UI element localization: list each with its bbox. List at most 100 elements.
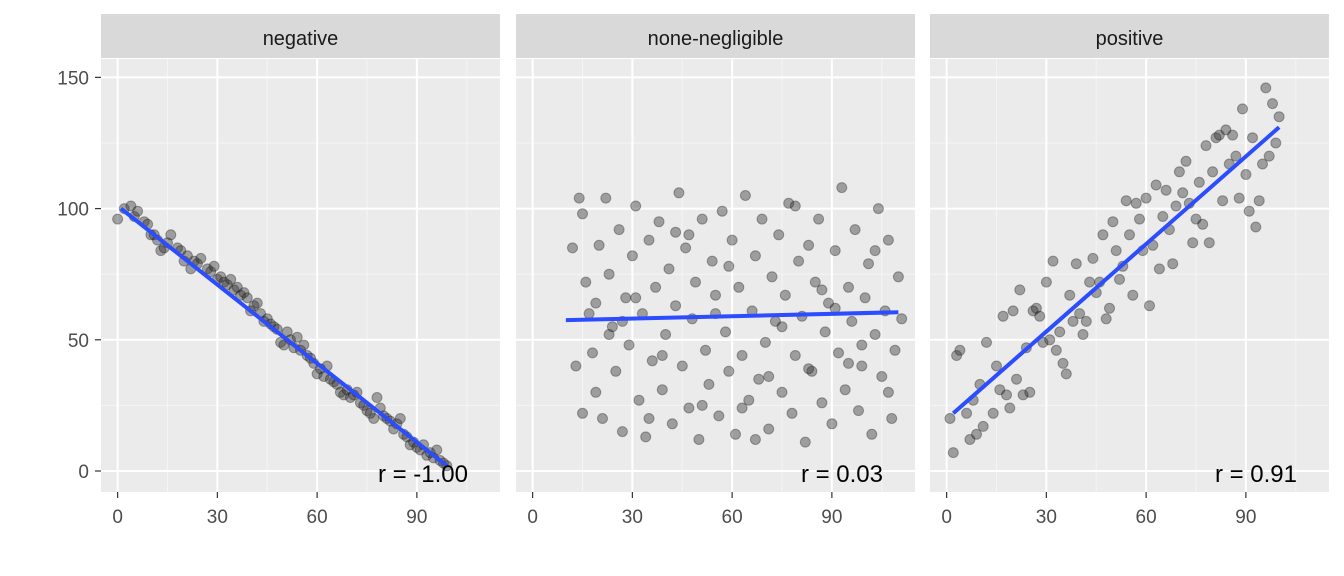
data-point [1120, 195, 1132, 207]
data-point [1197, 218, 1209, 230]
data-point [763, 371, 775, 382]
data-point [690, 276, 701, 288]
data-point [1084, 276, 1096, 288]
data-point [344, 392, 356, 403]
data-point [733, 281, 745, 293]
data-point [1047, 255, 1059, 267]
data-point [1050, 344, 1062, 356]
data-point [603, 329, 615, 340]
data-point [597, 413, 608, 424]
data-point [793, 255, 805, 267]
data-point [759, 336, 771, 348]
data-point [1014, 284, 1026, 296]
data-point [1220, 124, 1232, 136]
data-point [869, 245, 881, 257]
data-point [1250, 221, 1262, 233]
data-point [251, 297, 263, 309]
data-point [248, 300, 260, 312]
data-point [859, 292, 871, 304]
data-point [710, 289, 721, 301]
data-point [311, 368, 323, 380]
data-point [670, 300, 682, 312]
data-point [603, 268, 615, 280]
scatter-points [944, 82, 1285, 459]
data-point [947, 447, 959, 459]
x-tick-label: 90 [1235, 507, 1256, 528]
data-point [1087, 252, 1099, 264]
data-point [1253, 195, 1265, 207]
data-point [749, 434, 761, 445]
data-point [620, 292, 632, 304]
data-point [839, 384, 851, 396]
data-point [238, 287, 250, 299]
data-point [833, 347, 844, 359]
data-point [368, 413, 380, 424]
correlation-label: r = -1.00 [378, 461, 468, 488]
x-tick-label: 0 [112, 507, 123, 528]
data-point [573, 192, 585, 204]
data-point [776, 386, 788, 398]
scatter-points [567, 182, 908, 448]
data-point [208, 260, 220, 272]
data-point [580, 276, 592, 288]
data-point [1077, 329, 1089, 340]
data-point [776, 321, 788, 333]
data-point [1080, 315, 1092, 327]
data-point [630, 292, 642, 304]
data-point [954, 344, 966, 356]
data-point [577, 407, 588, 419]
data-point [872, 203, 884, 215]
x-tick-label: 90 [821, 507, 842, 528]
data-point [241, 292, 253, 304]
data-point [892, 271, 904, 283]
x-tick-label: 60 [722, 507, 743, 528]
data-point [1114, 273, 1125, 285]
data-point [1074, 308, 1086, 320]
data-point [676, 360, 688, 372]
data-point [275, 336, 287, 348]
data-point [1210, 132, 1222, 144]
data-point [856, 360, 868, 372]
data-point [806, 365, 818, 377]
data-point [225, 273, 237, 285]
data-point [849, 224, 861, 236]
x-tick-label: 60 [307, 507, 328, 528]
data-point [587, 347, 598, 359]
x-tick-label: 60 [1136, 507, 1157, 528]
data-point [1140, 192, 1152, 204]
data-point [1170, 200, 1182, 212]
data-point [334, 386, 346, 398]
data-point [1017, 389, 1029, 401]
data-point [703, 378, 715, 390]
data-point [730, 428, 741, 440]
x-tick-label: 0 [527, 507, 538, 528]
data-point [583, 308, 595, 320]
data-point [1024, 386, 1036, 398]
data-point [1177, 187, 1189, 199]
x-tick-label: 30 [1036, 507, 1057, 528]
data-point [195, 252, 207, 264]
data-point [623, 339, 635, 351]
data-point [673, 187, 685, 199]
data-point [823, 297, 834, 309]
data-point [165, 229, 177, 241]
data-point [826, 418, 838, 430]
data-point [132, 205, 144, 217]
data-point [1027, 305, 1039, 317]
data-point [1070, 258, 1082, 270]
data-point [626, 250, 638, 262]
data-point [886, 413, 898, 424]
x-tick-label: 90 [406, 507, 427, 528]
data-point [1064, 289, 1076, 301]
facet-strip [516, 14, 915, 58]
data-point [1227, 129, 1239, 141]
data-point [1150, 179, 1162, 191]
data-point [836, 182, 848, 194]
facet-panel-none-negligible: none-negligible r = 0.03 0 30 60 90 [516, 14, 915, 528]
data-point [680, 242, 692, 254]
data-point [789, 200, 801, 212]
data-point [640, 431, 652, 443]
data-point [650, 281, 662, 293]
data-point [1200, 140, 1212, 152]
data-point [736, 350, 748, 361]
